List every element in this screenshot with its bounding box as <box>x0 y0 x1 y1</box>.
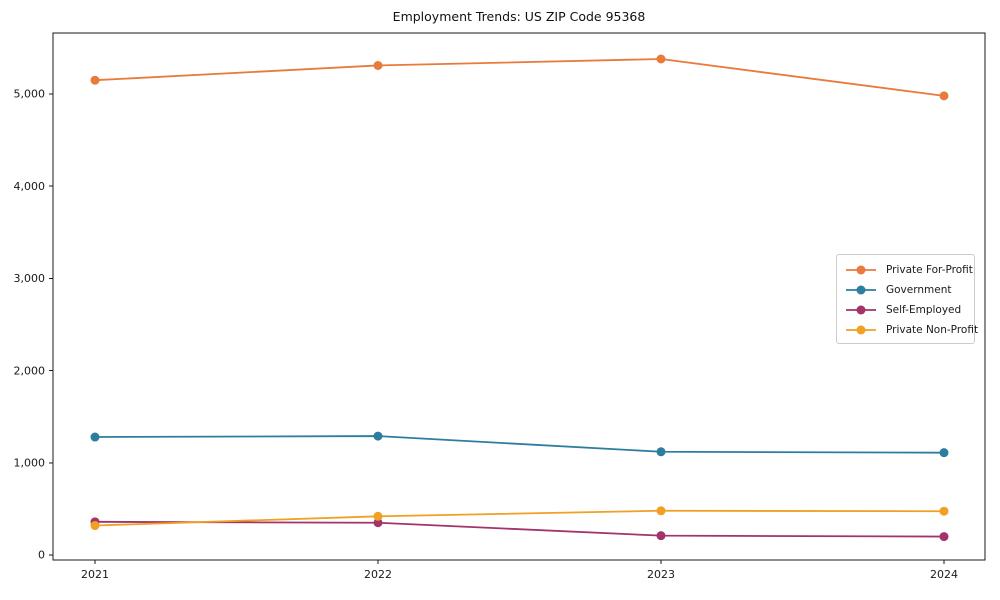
data-point-self-employed-2023 <box>656 531 666 541</box>
x-tick-label: 2022 <box>364 568 392 581</box>
data-point-government-2023 <box>656 447 666 457</box>
data-point-government-2021 <box>90 432 100 442</box>
legend-item: Private For-Profit <box>844 260 974 280</box>
y-tick-label: 3,000 <box>14 272 46 285</box>
y-tick-label: 5,000 <box>14 88 46 101</box>
series-private-non-profit <box>90 506 949 531</box>
y-tick-label: 2,000 <box>14 364 46 377</box>
series-government <box>90 431 949 458</box>
series-private-for-profit <box>90 54 949 101</box>
legend-marker-icon <box>846 305 876 315</box>
data-point-private-for-profit-2021 <box>90 75 100 85</box>
series-line-private-for-profit <box>94 58 945 97</box>
legend-item: Government <box>844 280 974 300</box>
data-point-self-employed-2024 <box>939 532 949 542</box>
x-tick-label: 2023 <box>647 568 675 581</box>
series-line-self-employed <box>94 520 945 538</box>
data-point-private-non-profit-2023 <box>656 506 666 516</box>
legend-marker-icon <box>846 325 876 335</box>
legend-marker-icon <box>846 285 876 295</box>
y-tick-label: 4,000 <box>14 180 46 193</box>
series-line-private-non-profit <box>94 509 945 527</box>
legend-label: Private Non-Profit <box>886 324 979 336</box>
chart-title: Employment Trends: US ZIP Code 95368 <box>392 9 646 24</box>
data-point-government-2022 <box>373 431 383 441</box>
legend-item: Self-Employed <box>844 300 974 320</box>
legend-label: Self-Employed <box>886 304 962 316</box>
x-tick-label: 2024 <box>930 568 958 581</box>
legend-marker-icon <box>846 265 876 275</box>
data-point-private-for-profit-2022 <box>373 60 383 70</box>
x-tick-label: 2021 <box>81 568 109 581</box>
data-point-private-for-profit-2024 <box>939 91 949 101</box>
y-tick-label: 1,000 <box>14 457 46 470</box>
data-point-private-non-profit-2021 <box>90 521 100 531</box>
data-point-private-non-profit-2022 <box>373 511 383 521</box>
y-tick-label: 0 <box>38 549 45 562</box>
plot-border <box>52 32 986 561</box>
data-point-government-2024 <box>939 448 949 458</box>
legend-label: Private For-Profit <box>886 264 973 276</box>
data-point-private-for-profit-2023 <box>656 54 666 64</box>
data-point-self-employed-2022 <box>373 518 383 528</box>
legend: Private For-Profit Government Self-Emplo… <box>836 254 978 344</box>
data-point-private-non-profit-2024 <box>939 506 949 516</box>
legend-label: Government <box>886 284 952 296</box>
series-line-government <box>94 435 945 454</box>
legend-item: Private Non-Profit <box>844 320 978 340</box>
